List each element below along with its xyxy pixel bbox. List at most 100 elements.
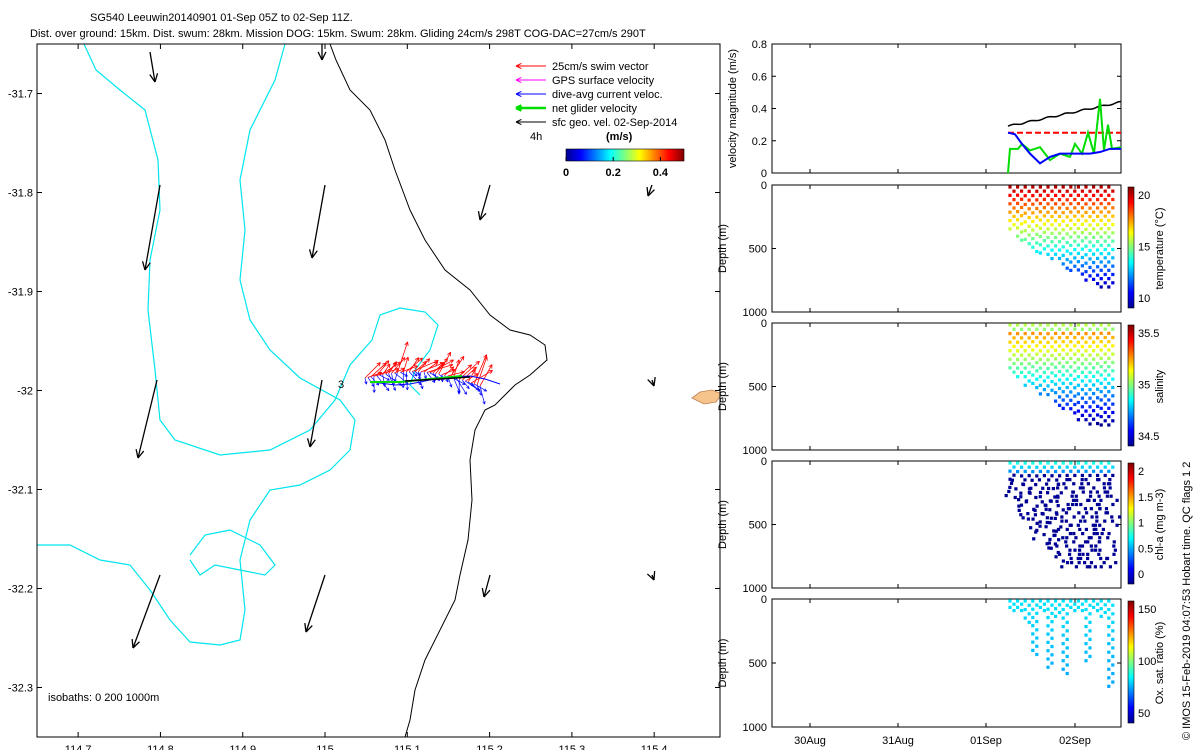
profile-point	[1028, 492, 1031, 495]
profile-point	[1066, 403, 1069, 406]
profile-point	[1077, 384, 1080, 387]
profile-point	[1081, 272, 1084, 275]
colorbar-tick-label: 20	[1138, 190, 1150, 202]
profile-point	[1046, 236, 1049, 239]
profile-point	[1107, 269, 1110, 272]
profile-point	[1028, 474, 1031, 477]
profile-point	[1084, 253, 1087, 256]
profile-point	[1047, 487, 1050, 490]
profile-point	[1064, 540, 1067, 543]
profile-point	[1096, 371, 1099, 374]
profile-point	[1098, 536, 1101, 539]
profile-point	[1092, 358, 1095, 361]
profile-point	[1081, 223, 1084, 226]
profile-point	[1016, 341, 1019, 344]
geo-velocity-arrow	[308, 380, 322, 447]
profile-point	[1096, 206, 1099, 209]
profile-point	[1050, 232, 1053, 235]
profile-point	[1058, 328, 1061, 331]
profile-point	[1035, 604, 1038, 607]
profile-point	[1057, 504, 1060, 507]
profile-point	[1107, 470, 1110, 473]
profile-point	[1046, 358, 1049, 361]
profile-point	[1111, 223, 1114, 226]
profile-point	[1088, 345, 1091, 348]
profile-point	[1039, 366, 1042, 369]
profile-point	[1077, 470, 1080, 473]
profile-point	[1096, 248, 1099, 251]
profile-point	[1046, 194, 1049, 197]
map-y-tick-label: -31.7	[8, 89, 33, 101]
profile-point	[1092, 349, 1095, 352]
profile-point	[1069, 202, 1072, 205]
profile-point	[1084, 279, 1087, 282]
profile-point	[1055, 511, 1058, 514]
profile-point	[1036, 522, 1039, 525]
profile-point	[1100, 615, 1103, 618]
profile-point	[1039, 495, 1042, 498]
profile-point	[1008, 599, 1011, 602]
panel-y-tick-label: 0	[761, 594, 767, 606]
colorbar-label: Ox. sat. ratio (%)	[1154, 622, 1166, 705]
profile-point	[1103, 486, 1106, 489]
profile-point	[1084, 228, 1087, 231]
profile-point	[1046, 202, 1049, 205]
profile-point	[1050, 380, 1053, 383]
profile-point	[1050, 645, 1053, 648]
profile-point	[1107, 676, 1110, 679]
profile-point	[1107, 348, 1110, 351]
profile-point	[1107, 461, 1110, 464]
profile-point	[1096, 215, 1099, 218]
profile-point	[1092, 261, 1095, 264]
profile-point	[1114, 561, 1117, 564]
profile-point	[1046, 219, 1049, 222]
profile-point	[1109, 495, 1112, 498]
profile-point	[1067, 503, 1070, 506]
profile-point	[1084, 245, 1087, 248]
profile-point	[1054, 227, 1057, 230]
profile-point	[1035, 474, 1038, 477]
profile-point	[1084, 478, 1087, 481]
profile-point	[1028, 225, 1031, 228]
dac-vector-arrow	[365, 378, 368, 384]
profile-point	[1066, 672, 1069, 675]
profile-point	[1073, 344, 1076, 347]
profile-point	[1066, 344, 1069, 347]
profile-point	[1029, 526, 1032, 529]
profile-point	[1111, 206, 1114, 209]
profile-point	[1062, 461, 1065, 464]
profile-point	[1111, 336, 1114, 339]
profile-point	[1084, 470, 1087, 473]
profile-point	[1031, 246, 1034, 249]
profile-point	[1088, 223, 1091, 226]
profile-point	[1019, 513, 1022, 516]
profile-point	[1107, 642, 1110, 645]
profile-point	[1096, 609, 1099, 612]
panel-ylabel: Depth (m)	[717, 362, 729, 411]
colorbar-tick-label: 34.5	[1138, 431, 1159, 443]
profile-point	[1106, 490, 1109, 493]
profile-point	[1039, 332, 1042, 335]
profile-point	[1088, 215, 1091, 218]
profile-point	[1111, 403, 1114, 406]
panel-ylabel: velocity magnitude (m/s)	[727, 49, 739, 168]
profile-point	[1058, 387, 1061, 390]
panel-y-tick-label: 500	[749, 244, 767, 256]
profile-point	[1073, 223, 1076, 226]
profile-point	[1092, 323, 1095, 326]
profile-point	[1058, 336, 1061, 339]
profile-point	[1090, 507, 1093, 510]
panel-y-tick-label: 0	[761, 318, 767, 330]
profile-point	[1100, 252, 1103, 255]
profile-point	[1038, 525, 1041, 528]
profile-point	[1075, 495, 1078, 498]
profile-point	[1077, 260, 1080, 263]
geo-velocity-arrow	[478, 185, 490, 220]
profile-point	[1104, 198, 1107, 201]
profile-point	[1103, 520, 1106, 523]
profile-point	[1031, 332, 1034, 335]
profile-point	[1081, 362, 1084, 365]
profile-point	[1088, 388, 1091, 391]
profile-point	[1039, 358, 1042, 361]
